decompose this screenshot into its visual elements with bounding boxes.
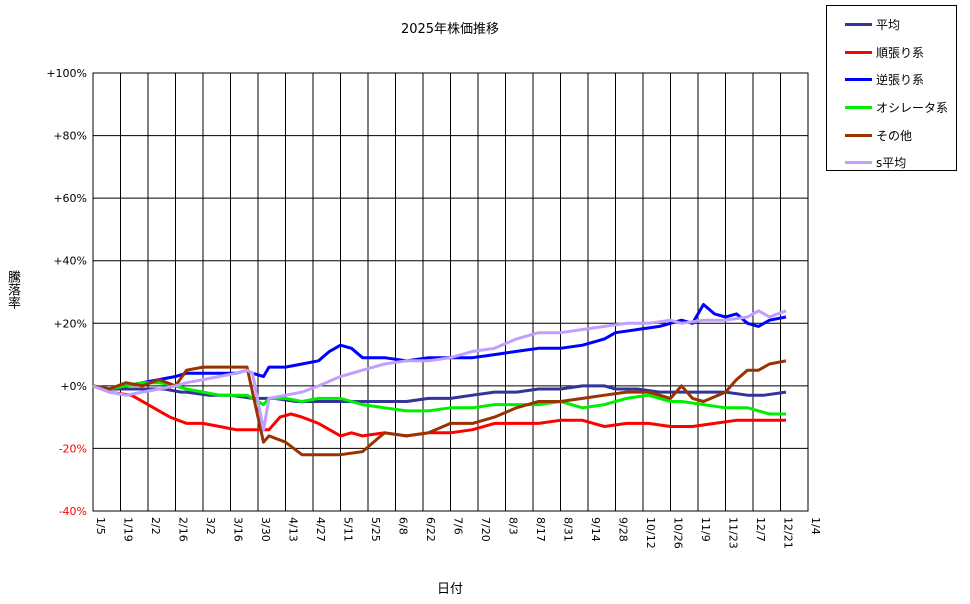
legend-swatch [845, 22, 872, 26]
x-tick-label: 2/2 [149, 517, 162, 535]
series-line-5 [92, 309, 787, 432]
legend-swatch [845, 160, 872, 164]
y-tick-label: +0% [60, 380, 87, 393]
x-tick-label: 7/20 [479, 517, 492, 542]
x-tick-label: 4/13 [287, 517, 300, 542]
x-tick-label: 12/7 [754, 517, 767, 542]
x-tick-label: 8/31 [562, 517, 575, 542]
x-tick-label: 1/5 [94, 517, 107, 535]
x-tick-label: 8/17 [534, 517, 547, 542]
x-tick-label: 6/22 [424, 517, 437, 542]
x-tick-label: 3/2 [204, 517, 217, 535]
x-tick-label: 10/12 [644, 517, 657, 549]
legend-swatch [845, 77, 872, 81]
y-tick-label: +60% [53, 192, 87, 205]
x-tick-label: 12/21 [782, 517, 795, 549]
y-tick-label: +20% [53, 317, 87, 330]
x-tick-label: 8/3 [507, 517, 520, 535]
legend-label: s平均 [876, 155, 907, 170]
legend-swatch [845, 50, 872, 54]
x-tick-label: 10/26 [672, 517, 685, 549]
x-tick-label: 9/28 [617, 517, 630, 542]
y-tick-label: -40% [59, 505, 87, 518]
x-axis-label: 日付 [436, 582, 463, 597]
x-tick-label: 1/4 [809, 517, 822, 535]
legend-item-contrarian: 逆張り系 [845, 70, 924, 88]
x-tick-label: 9/14 [589, 517, 602, 542]
legend-label: 順張り系 [876, 45, 925, 60]
legend-item-trend: 順張り系 [845, 43, 924, 61]
legend-swatch [845, 133, 872, 137]
series-line-3 [92, 381, 786, 416]
legend-label: その他 [876, 128, 913, 143]
x-tick-label: 6/8 [397, 517, 410, 535]
legend-item-average: 平均 [845, 15, 900, 33]
x-tick-label: 2/16 [177, 517, 190, 542]
x-tick-label: 5/11 [342, 517, 355, 542]
y-axis-label: 騰落率 [5, 270, 20, 309]
y-tick-label: -20% [59, 442, 87, 455]
y-tick-label: +40% [53, 255, 87, 268]
x-tick-label: 5/25 [369, 517, 382, 542]
series-line-1 [92, 384, 786, 438]
legend-item-s-average: s平均 [845, 153, 906, 171]
x-tick-label: 3/30 [259, 517, 272, 542]
series-line-4 [92, 359, 787, 457]
y-tick-label: +80% [53, 130, 87, 143]
legend-item-oscillator: オシレータ系 [845, 98, 948, 116]
x-tick-label: 7/6 [452, 517, 465, 535]
x-tick-label: 1/19 [122, 517, 135, 542]
x-tick-label: 11/23 [727, 517, 740, 549]
legend-swatch [845, 105, 872, 109]
legend-label: オシレータ系 [876, 100, 949, 115]
y-tick-label: +100% [46, 67, 87, 80]
legend-label: 平均 [876, 17, 901, 32]
x-tick-label: 4/27 [314, 517, 327, 542]
x-tick-label: 3/16 [232, 517, 245, 542]
x-tick-label: 11/9 [699, 517, 712, 542]
legend-label: 逆張り系 [876, 72, 925, 87]
legend-item-other: その他 [845, 126, 912, 144]
chart-title: 2025年株価推移 [400, 22, 500, 37]
legend: 平均 順張り系 逆張り系 オシレータ系 その他 s平均 [826, 5, 957, 171]
